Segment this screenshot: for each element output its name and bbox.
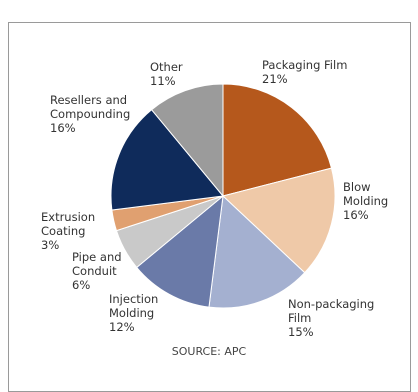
slice-name: Blow Molding xyxy=(343,180,389,208)
pie-slice xyxy=(208,194,306,309)
slice-name: Other xyxy=(150,60,183,74)
slice-value: 3% xyxy=(41,238,60,252)
pie-slice xyxy=(135,194,224,308)
slice-name: Injection Molding xyxy=(109,292,159,320)
slice-value: 21% xyxy=(262,72,288,86)
slice-value: 16% xyxy=(50,121,76,135)
slice-label: Non-packaging Film 15% xyxy=(288,297,383,339)
slice-label: Other 11% xyxy=(150,60,200,88)
slice-name: Resellers and Compounding xyxy=(50,93,131,121)
pie-slice xyxy=(222,83,333,197)
slice-value: 15% xyxy=(288,325,314,339)
slice-label: Packaging Film 21% xyxy=(262,58,392,86)
slice-name: Packaging Film xyxy=(262,58,348,72)
slice-name: Non-packaging Film xyxy=(288,297,375,325)
slice-value: 12% xyxy=(109,320,135,334)
pie-slice xyxy=(221,167,336,274)
slice-value: 16% xyxy=(343,208,369,222)
pie-slice xyxy=(150,83,224,198)
source-note: SOURCE: APC xyxy=(171,345,247,358)
slice-label: Resellers and Compounding 16% xyxy=(50,93,150,135)
slice-value: 11% xyxy=(150,74,176,88)
slice-value: 6% xyxy=(72,278,91,292)
slice-label: Injection Molding 12% xyxy=(109,292,171,334)
slice-label: Blow Molding 16% xyxy=(343,180,403,222)
slice-name: Extrusion Coating xyxy=(41,210,96,238)
pie-slice xyxy=(110,108,224,211)
slice-label: Pipe and Conduit 6% xyxy=(72,250,138,292)
slice-name: Pipe and Conduit xyxy=(72,250,122,278)
slice-label: Extrusion Coating 3% xyxy=(41,210,109,252)
